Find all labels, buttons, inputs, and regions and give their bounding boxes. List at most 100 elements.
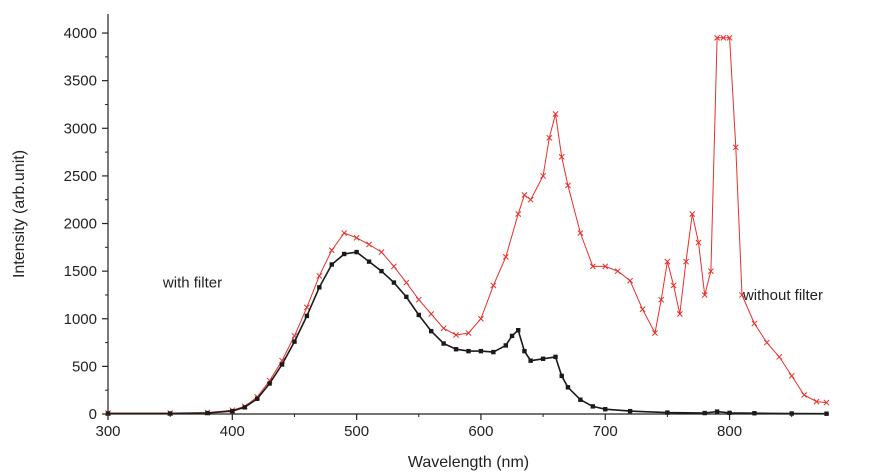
data-point — [366, 259, 372, 264]
data-point — [788, 372, 795, 379]
data-point — [702, 410, 707, 416]
data-point — [379, 268, 384, 274]
data-point — [515, 211, 522, 217]
data-point — [502, 253, 509, 260]
y-tick-label: 1000 — [64, 311, 97, 328]
x-tick-label: 800 — [717, 423, 742, 440]
data-point — [441, 341, 446, 346]
data-point — [689, 211, 696, 217]
data-point — [714, 34, 721, 41]
data-point — [695, 239, 702, 246]
data-point — [739, 291, 745, 298]
data-point — [546, 134, 553, 141]
data-point — [316, 272, 323, 279]
data-point — [627, 408, 633, 414]
data-point — [453, 331, 460, 338]
axes: 300 400 500 600 700 800 0 500 1000 1500 2000 2500 30… — [64, 14, 829, 440]
data-point — [522, 348, 527, 354]
y-tick-label: 0 — [89, 406, 97, 423]
data-point — [509, 333, 515, 339]
data-point — [823, 399, 830, 406]
data-point — [564, 182, 571, 189]
data-point — [391, 280, 397, 285]
data-point — [415, 296, 422, 303]
data-point — [553, 354, 558, 360]
x-tick-label: 700 — [593, 423, 618, 440]
data-point — [440, 325, 447, 332]
y-tick-label: 3000 — [64, 120, 97, 137]
x-axis-title: Wavelength (nm) — [408, 454, 529, 471]
data-point — [558, 153, 565, 160]
data-point — [577, 230, 584, 237]
data-point — [603, 407, 608, 412]
data-point — [726, 34, 733, 41]
data-point — [267, 381, 272, 386]
data-point — [670, 282, 677, 289]
series-without-filter — [105, 34, 830, 417]
x-tick-label: 400 — [220, 423, 245, 440]
data-point — [403, 279, 410, 286]
data-point — [328, 247, 335, 254]
data-point — [540, 172, 547, 179]
data-point — [701, 291, 708, 298]
data-point — [540, 356, 546, 361]
data-point — [516, 327, 521, 333]
data-point — [242, 405, 247, 410]
y-tick-label: 2500 — [64, 168, 97, 185]
data-point — [404, 294, 409, 300]
data-point — [590, 404, 596, 409]
data-point — [303, 304, 310, 311]
y-tick-label: 3500 — [64, 73, 97, 90]
data-point — [676, 311, 683, 317]
x-tick-label: 600 — [468, 423, 493, 440]
data-point — [254, 396, 260, 401]
data-point — [727, 410, 732, 416]
data-point — [527, 196, 534, 203]
data-point — [478, 348, 484, 354]
data-point — [465, 330, 472, 337]
data-point — [453, 347, 459, 352]
data-point — [378, 249, 385, 256]
data-point — [528, 358, 533, 363]
data-point — [683, 258, 689, 265]
y-tick-label: 500 — [72, 358, 97, 375]
data-point — [776, 353, 783, 360]
data-point — [354, 249, 359, 255]
data-point — [521, 191, 528, 198]
data-point — [503, 343, 508, 348]
data-point — [589, 263, 596, 270]
y-tick-label: 1500 — [64, 263, 97, 280]
data-point — [552, 111, 559, 117]
data-point — [578, 397, 583, 402]
data-point — [801, 391, 808, 398]
data-point — [732, 144, 739, 151]
data-point — [477, 315, 484, 322]
annotation-with-filter: with filter — [162, 274, 222, 291]
data-point — [304, 313, 310, 319]
data-point — [627, 277, 634, 284]
series-line — [108, 37, 827, 414]
data-point — [491, 349, 496, 355]
data-point — [466, 348, 471, 354]
data-point — [366, 241, 373, 248]
data-point — [416, 312, 421, 318]
data-point — [341, 230, 348, 237]
data-point — [652, 330, 658, 337]
data-point — [230, 408, 235, 414]
data-point — [664, 258, 671, 265]
data-point — [205, 410, 210, 416]
data-point — [292, 339, 297, 344]
data-point — [752, 411, 757, 416]
y-axis-title: Intensity (arb.unit) — [11, 150, 28, 278]
data-point — [639, 306, 646, 313]
data-point — [341, 251, 347, 257]
data-point — [707, 268, 714, 275]
x-tick-label: 300 — [95, 423, 120, 440]
data-point — [428, 311, 435, 317]
data-point — [329, 262, 334, 267]
data-point — [720, 34, 727, 41]
data-point — [665, 410, 670, 415]
data-point — [490, 282, 497, 289]
data-point — [390, 263, 397, 270]
